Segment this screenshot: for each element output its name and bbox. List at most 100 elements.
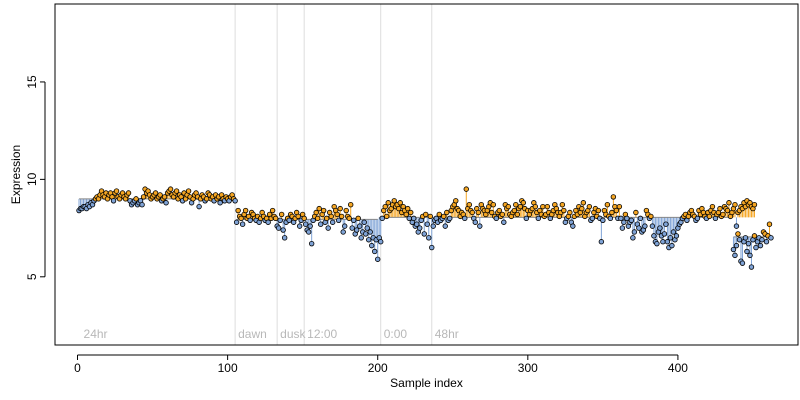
data-point [669, 242, 675, 249]
data-point [269, 207, 276, 214]
data-point [535, 215, 542, 222]
data-point [408, 209, 414, 216]
data-point [337, 205, 343, 212]
data-point [631, 229, 638, 235]
data-point [328, 213, 334, 220]
data-point [372, 248, 378, 255]
data-point [759, 237, 765, 243]
data-point [559, 202, 566, 208]
data-point [247, 217, 253, 223]
data-point [567, 209, 573, 216]
data-point [317, 221, 324, 227]
data-point [369, 242, 375, 249]
data-point [265, 219, 271, 225]
data-point [397, 200, 403, 206]
x-axis-title: Sample index [390, 376, 463, 390]
data-point [673, 233, 680, 239]
data-point [745, 240, 752, 247]
y-axis-title: Expression [9, 145, 23, 204]
data-point [453, 198, 459, 204]
data-point [726, 200, 732, 206]
data-point [173, 188, 180, 194]
data-point [239, 221, 246, 227]
data-point [361, 219, 367, 225]
data-point [619, 225, 626, 231]
data-point [598, 239, 605, 245]
data-point [340, 229, 346, 235]
data-point [654, 240, 660, 247]
data-point [706, 213, 713, 220]
data-point [709, 203, 716, 210]
data-point [278, 211, 285, 218]
data-point [724, 207, 731, 214]
data-point [355, 215, 361, 222]
data-point [607, 215, 614, 222]
data-point [233, 219, 240, 225]
data-point [520, 200, 527, 206]
data-point [429, 244, 435, 251]
data-point [417, 225, 423, 231]
data-point [391, 198, 397, 204]
data-point [589, 215, 596, 222]
data-point [720, 211, 726, 218]
data-point [351, 217, 357, 223]
data-point [742, 235, 749, 241]
data-point [663, 221, 669, 227]
data-point [363, 231, 369, 237]
data-point [621, 219, 627, 225]
marker-labels: 24hr dawn dusk 12:00 0:00 48hr [84, 327, 459, 341]
data-point [238, 215, 244, 222]
data-point [744, 248, 750, 255]
data-point [405, 205, 411, 212]
data-point [501, 219, 507, 225]
data-point [600, 217, 606, 223]
data-point [163, 200, 169, 206]
data-point [748, 264, 755, 270]
data-point [447, 215, 453, 222]
data-point [295, 213, 301, 220]
data-point [732, 202, 738, 208]
data-point [316, 205, 322, 212]
data-point [335, 217, 342, 223]
data-point [307, 223, 313, 229]
data-point [624, 215, 630, 222]
x-tick-label: 400 [668, 361, 688, 375]
data-point [499, 211, 506, 218]
data-point [281, 235, 288, 241]
data-point [436, 211, 442, 218]
data-point [442, 223, 448, 229]
axes: 0 100 200 300 400 5 10 15 [25, 75, 688, 375]
data-point [613, 207, 620, 214]
data-point [167, 186, 174, 192]
data-point [313, 209, 319, 216]
marker-label: 0:00 [384, 327, 408, 341]
data-point [414, 221, 420, 227]
data-point [378, 239, 384, 245]
data-point [579, 205, 585, 212]
data-point [305, 229, 312, 235]
data-point [462, 215, 468, 222]
data-point [385, 200, 391, 206]
data-point [732, 252, 738, 259]
data-point [610, 194, 617, 200]
data-point [366, 237, 372, 243]
data-point [664, 239, 671, 245]
data-point [334, 211, 340, 218]
data-point [430, 223, 436, 229]
data-point [477, 223, 483, 229]
marker-label: dusk [280, 327, 306, 341]
data-point [730, 246, 737, 253]
data-point [349, 225, 355, 231]
data-point [140, 194, 147, 200]
data-point [133, 196, 139, 202]
data-point [489, 209, 495, 216]
data-point [532, 203, 539, 210]
data-point [618, 215, 624, 222]
data-point [735, 231, 741, 237]
data-point [185, 188, 192, 194]
data-point [338, 213, 345, 220]
data-point [544, 203, 551, 210]
data-point [217, 200, 223, 206]
x-tick-label: 100 [218, 361, 238, 375]
